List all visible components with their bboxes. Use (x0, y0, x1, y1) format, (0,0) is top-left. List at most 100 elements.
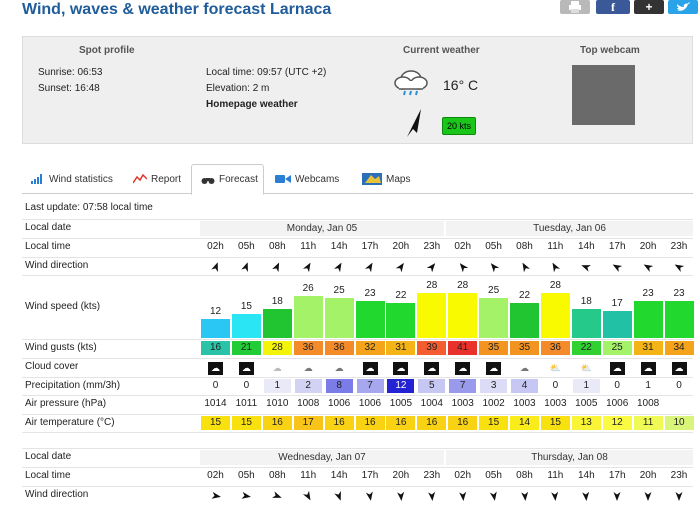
wind-gust-cell: 16 (201, 341, 230, 355)
wind-direction-arrow-icon (272, 491, 282, 498)
wind-gust-cell: 36 (324, 341, 354, 355)
wind-speed-value: 25 (488, 285, 500, 296)
air-temperature-cell: 14 (510, 416, 539, 430)
row-label-precipitation: Precipitation (mm/3h) (25, 380, 121, 391)
wind-gust-cell: 22 (571, 341, 601, 355)
tab-wind-statistics[interactable]: Wind statistics (22, 164, 124, 194)
precipitation-cell: 2 (294, 379, 322, 393)
local-time: Local time: 09:57 (UTC +2) (206, 67, 327, 78)
air-temperature-cell: 11 (633, 416, 663, 430)
cloud-icon: ☁ (640, 361, 656, 375)
webcam-thumbnail[interactable] (572, 65, 635, 125)
tab-forecast[interactable]: Forecast (191, 164, 264, 195)
time-cell: 17h (608, 470, 626, 481)
facebook-share-button[interactable]: f (596, 0, 630, 14)
time-cell: 23h (670, 470, 688, 481)
wind-direction-arrow-icon (644, 492, 652, 501)
time-cell: 20h (392, 241, 410, 252)
bar-chart-icon (31, 174, 42, 184)
time-cell: 05h (238, 241, 255, 252)
air-temperature-cell: 16 (355, 416, 385, 430)
current-weather-heading: Current weather (403, 45, 480, 56)
wind-direction-arrow-icon (551, 491, 559, 501)
tab-label: Maps (386, 173, 411, 185)
spot-panel: Spot profile Sunrise: 06:53 Sunset: 16:4… (22, 36, 693, 144)
cloud-icon: ☁ (520, 362, 529, 373)
air-pressure-cell: 1003 (544, 398, 567, 409)
row-label-local-date: Local date (25, 451, 72, 462)
wind-direction-cell (263, 260, 292, 274)
wind-gust-cell: 32 (355, 341, 385, 355)
print-button[interactable] (560, 0, 590, 14)
cloud-cover-cell: ☁ (356, 361, 385, 375)
wind-speed-bar (540, 293, 570, 338)
time-cell: 20h (639, 241, 657, 252)
tab-maps[interactable]: Maps (353, 164, 423, 194)
time-cell: 02h (454, 470, 472, 481)
row-label-local-time: Local time (25, 241, 71, 252)
wind-gust-cell: 36 (540, 341, 570, 355)
air-temperature-cell: 16 (448, 416, 478, 430)
wind-direction-arrow-icon (303, 490, 311, 501)
twitter-share-button[interactable] (668, 0, 698, 14)
tab-label: Forecast (219, 174, 258, 185)
wind-direction-arrow-icon (643, 264, 654, 273)
wind-direction-arrow-icon (490, 263, 499, 273)
wind-direction-cell (603, 489, 632, 503)
wind-direction-arrow-icon (612, 264, 623, 273)
day-header: Tuesday, Jan 06 (446, 221, 693, 236)
cloud-icon: ☁ (238, 361, 254, 375)
tab-report[interactable]: Report (124, 164, 192, 194)
wind-speed-bar (293, 296, 323, 338)
spot-profile-heading: Spot profile (79, 45, 135, 56)
wind-speed-bar (571, 309, 601, 338)
wind-direction-arrow-icon (426, 263, 436, 273)
wind-speed-value: 28 (457, 280, 469, 291)
grid-line (22, 219, 693, 220)
time-cell: 11h (300, 470, 317, 481)
wind-gust-cell: 35 (479, 341, 509, 355)
wind-speed-bar (386, 303, 416, 338)
wind-direction-cell (665, 260, 694, 274)
video-camera-icon (275, 175, 291, 183)
wind-direction-cell (665, 489, 694, 503)
cloud-cover-cell: ⛅ (541, 361, 570, 375)
wind-gust-cell: 34 (664, 341, 694, 355)
tab-bar: Wind statistics Report Forecast Webcams … (22, 164, 693, 195)
cloud-icon: ☁ (486, 361, 502, 375)
cloud-cover-cell: ☁ (263, 361, 292, 375)
air-pressure-cell: 1005 (575, 398, 598, 409)
line-chart-icon (133, 174, 147, 184)
air-temperature-cell: 15 (231, 416, 261, 430)
wind-direction-arrow-icon (365, 491, 373, 501)
grid-line (22, 238, 693, 239)
wind-speed-bar (417, 293, 447, 338)
time-cell: 14h (330, 241, 348, 252)
row-label-air-temperature: Air temperature (°C) (25, 417, 115, 428)
tab-webcams[interactable]: Webcams (266, 164, 350, 194)
wind-direction-cell (386, 260, 415, 274)
wind-speed-bar (324, 298, 354, 338)
wind-speed-value: 22 (395, 290, 407, 301)
wind-direction-cell (294, 489, 323, 503)
time-cell: 23h (423, 470, 441, 481)
cloud-cover-cell: ☁ (417, 361, 446, 375)
cloud-icon: ☁ (609, 361, 625, 375)
time-cell: 23h (423, 241, 441, 252)
day-header: Thursday, Jan 08 (446, 450, 693, 465)
homepage-weather-link[interactable]: Homepage weather (206, 99, 298, 110)
add-button[interactable]: + (634, 0, 664, 14)
wind-speed-bar (448, 293, 478, 338)
wind-direction-arrow-icon (397, 491, 405, 501)
time-cell: 05h (485, 241, 502, 252)
tab-label: Report (151, 173, 182, 185)
air-pressure-cell: 1010 (266, 398, 289, 409)
precipitation-cell: 7 (356, 379, 384, 393)
wind-direction-arrow-icon (520, 491, 528, 501)
wind-direction-arrow-icon (395, 262, 404, 273)
air-pressure-cell: 1003 (451, 398, 474, 409)
air-temperature-cell: 17 (293, 416, 323, 430)
air-pressure-cell: 1014 (204, 398, 227, 409)
time-cell: 08h (268, 241, 286, 252)
precipitation-cell: 0 (603, 379, 631, 393)
